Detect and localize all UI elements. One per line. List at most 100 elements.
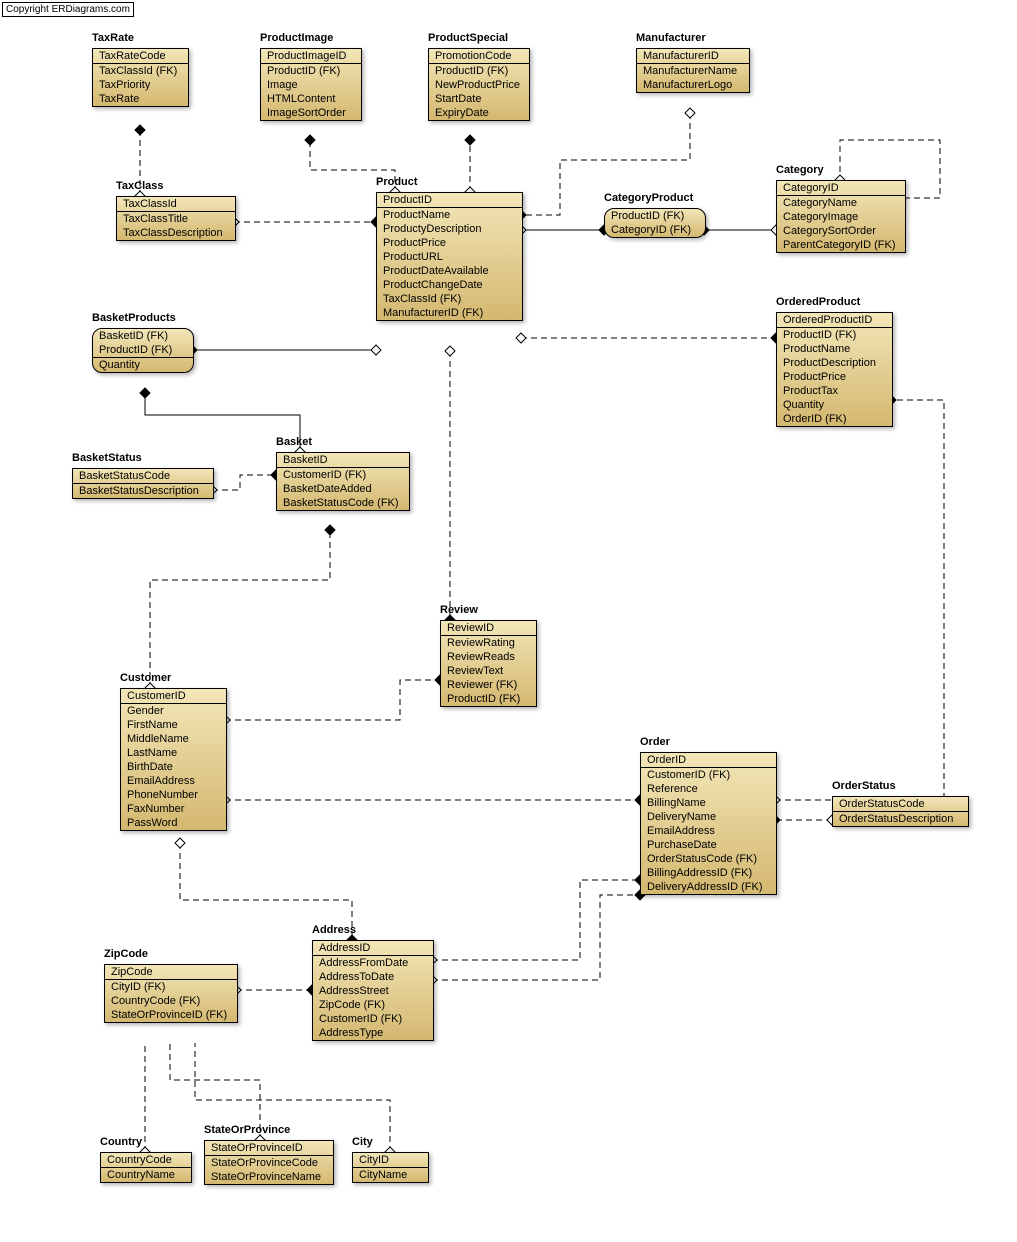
- connector: [432, 880, 640, 960]
- connector: [150, 530, 330, 688]
- connector: [775, 400, 944, 800]
- attr: StateOrProvinceCode: [205, 1156, 333, 1170]
- attr: CustomerID (FK): [641, 768, 776, 782]
- attr: OrderID (FK): [777, 412, 892, 426]
- entity-orderedproduct: OrderedProductIDProductID (FK)ProductNam…: [776, 312, 893, 427]
- attr: ProductURL: [377, 250, 522, 264]
- attr: AddressToDate: [313, 970, 433, 984]
- entity-productimage: ProductImageIDProductID (FK)ImageHTMLCon…: [260, 48, 362, 121]
- attr: BasketStatusCode: [73, 469, 213, 483]
- attr: ExpiryDate: [429, 106, 529, 120]
- attr: ProductPrice: [777, 370, 892, 384]
- copyright-label: Copyright ERDiagrams.com: [2, 2, 134, 17]
- attr: ReviewReads: [441, 650, 536, 664]
- attr: ProductyDescription: [377, 222, 522, 236]
- entity-customer: CustomerIDGenderFirstNameMiddleNameLastN…: [120, 688, 227, 831]
- attr: ReviewRating: [441, 636, 536, 650]
- attr: PhoneNumber: [121, 788, 226, 802]
- entity-label-city: City: [352, 1136, 373, 1148]
- attr: ManufacturerLogo: [637, 78, 749, 92]
- attr: CountryCode: [101, 1153, 191, 1167]
- entity-label-categoryproduct: CategoryProduct: [604, 192, 693, 204]
- attr: AddressStreet: [313, 984, 433, 998]
- entity-label-manufacturer: Manufacturer: [636, 32, 706, 44]
- entity-productspecial: PromotionCodeProductID (FK)NewProductPri…: [428, 48, 530, 121]
- entity-label-address: Address: [312, 924, 356, 936]
- attr: AddressFromDate: [313, 956, 433, 970]
- entity-country: CountryCodeCountryName: [100, 1152, 192, 1183]
- attr: EmailAddress: [641, 824, 776, 838]
- attr: TaxClassId (FK): [93, 64, 188, 78]
- attr: ZipCode (FK): [313, 998, 433, 1012]
- attr: AddressID: [313, 941, 433, 955]
- attr: CityID: [353, 1153, 428, 1167]
- entity-manufacturer: ManufacturerIDManufacturerNameManufactur…: [636, 48, 750, 93]
- entity-basket: BasketIDCustomerID (FK)BasketDateAddedBa…: [276, 452, 410, 511]
- attr: NewProductPrice: [429, 78, 529, 92]
- entity-label-taxrate: TaxRate: [92, 32, 134, 44]
- attr: FaxNumber: [121, 802, 226, 816]
- attr: ReviewText: [441, 664, 536, 678]
- attr: CategoryID: [777, 181, 905, 195]
- attr: CustomerID (FK): [313, 1012, 433, 1026]
- attr: CountryCode (FK): [105, 994, 237, 1008]
- attr: PromotionCode: [429, 49, 529, 63]
- attr: ProductID: [377, 193, 522, 207]
- entity-label-review: Review: [440, 604, 478, 616]
- entity-label-basketstatus: BasketStatus: [72, 452, 142, 464]
- entity-product: ProductIDProductNameProductyDescription P…: [376, 192, 523, 321]
- attr: ProductName: [777, 342, 892, 356]
- attr: ProductID (FK): [605, 209, 705, 223]
- attr: ProductImageID: [261, 49, 361, 63]
- attr: OrderID: [641, 753, 776, 767]
- entity-order: OrderIDCustomerID (FK)ReferenceBillingNa…: [640, 752, 777, 895]
- attr: BillingName: [641, 796, 776, 810]
- attr: BasketStatusCode (FK): [277, 496, 409, 510]
- attr: CategoryID (FK): [605, 223, 705, 237]
- attr: EmailAddress: [121, 774, 226, 788]
- entity-label-basket: Basket: [276, 436, 312, 448]
- attr: Reference: [641, 782, 776, 796]
- entity-orderstatus: OrderStatusCodeOrderStatusDescription: [832, 796, 969, 827]
- attr: BasketDateAdded: [277, 482, 409, 496]
- attr: OrderedProductID: [777, 313, 892, 327]
- attr: Quantity: [777, 398, 892, 412]
- entity-label-zipcode: ZipCode: [104, 948, 148, 960]
- attr: OrderStatusCode: [833, 797, 968, 811]
- attr: BasketID (FK): [93, 329, 193, 343]
- connector: [225, 680, 440, 720]
- attr: Quantity: [93, 358, 193, 372]
- entity-label-product: Product: [376, 176, 418, 188]
- attr: Image: [261, 78, 361, 92]
- attr: ImageSortOrder: [261, 106, 361, 120]
- attr: CustomerID (FK): [277, 468, 409, 482]
- entity-category: CategoryIDCategoryNameCategoryImageCateg…: [776, 180, 906, 253]
- attr: TaxClassDescription: [117, 226, 235, 240]
- entity-label-orderedproduct: OrderedProduct: [776, 296, 860, 308]
- attr: ManufacturerID: [637, 49, 749, 63]
- attr: TaxRateCode: [93, 49, 188, 63]
- connector: [432, 895, 640, 980]
- attr: HTMLContent: [261, 92, 361, 106]
- attr: ProductName: [377, 208, 522, 222]
- attr: ProductID (FK): [777, 328, 892, 342]
- entity-categoryproduct: ProductID (FK)CategoryID (FK): [604, 208, 706, 238]
- attr: BasketID: [277, 453, 409, 467]
- entity-address: AddressIDAddressFromDateAddressToDateAdd…: [312, 940, 434, 1041]
- entity-review: ReviewIDReviewRatingReviewReadsReviewTex…: [440, 620, 537, 707]
- attr: BirthDate: [121, 760, 226, 774]
- attr: DeliveryName: [641, 810, 776, 824]
- attr: Reviewer (FK): [441, 678, 536, 692]
- attr: CategoryName: [777, 196, 905, 210]
- attr: StartDate: [429, 92, 529, 106]
- attr: TaxClassId (FK): [377, 292, 522, 306]
- entity-label-productimage: ProductImage: [260, 32, 333, 44]
- entity-basketstatus: BasketStatusCodeBasketStatusDescription: [72, 468, 214, 499]
- attr: BillingAddressID (FK): [641, 866, 776, 880]
- attr: TaxRate: [93, 92, 188, 106]
- attr: CategoryImage: [777, 210, 905, 224]
- attr: ProductDateAvailable: [377, 264, 522, 278]
- entity-basketproducts: BasketID (FK)ProductID (FK)Quantity: [92, 328, 194, 373]
- attr: ProductDescription: [777, 356, 892, 370]
- attr: BasketStatusDescription: [73, 484, 213, 498]
